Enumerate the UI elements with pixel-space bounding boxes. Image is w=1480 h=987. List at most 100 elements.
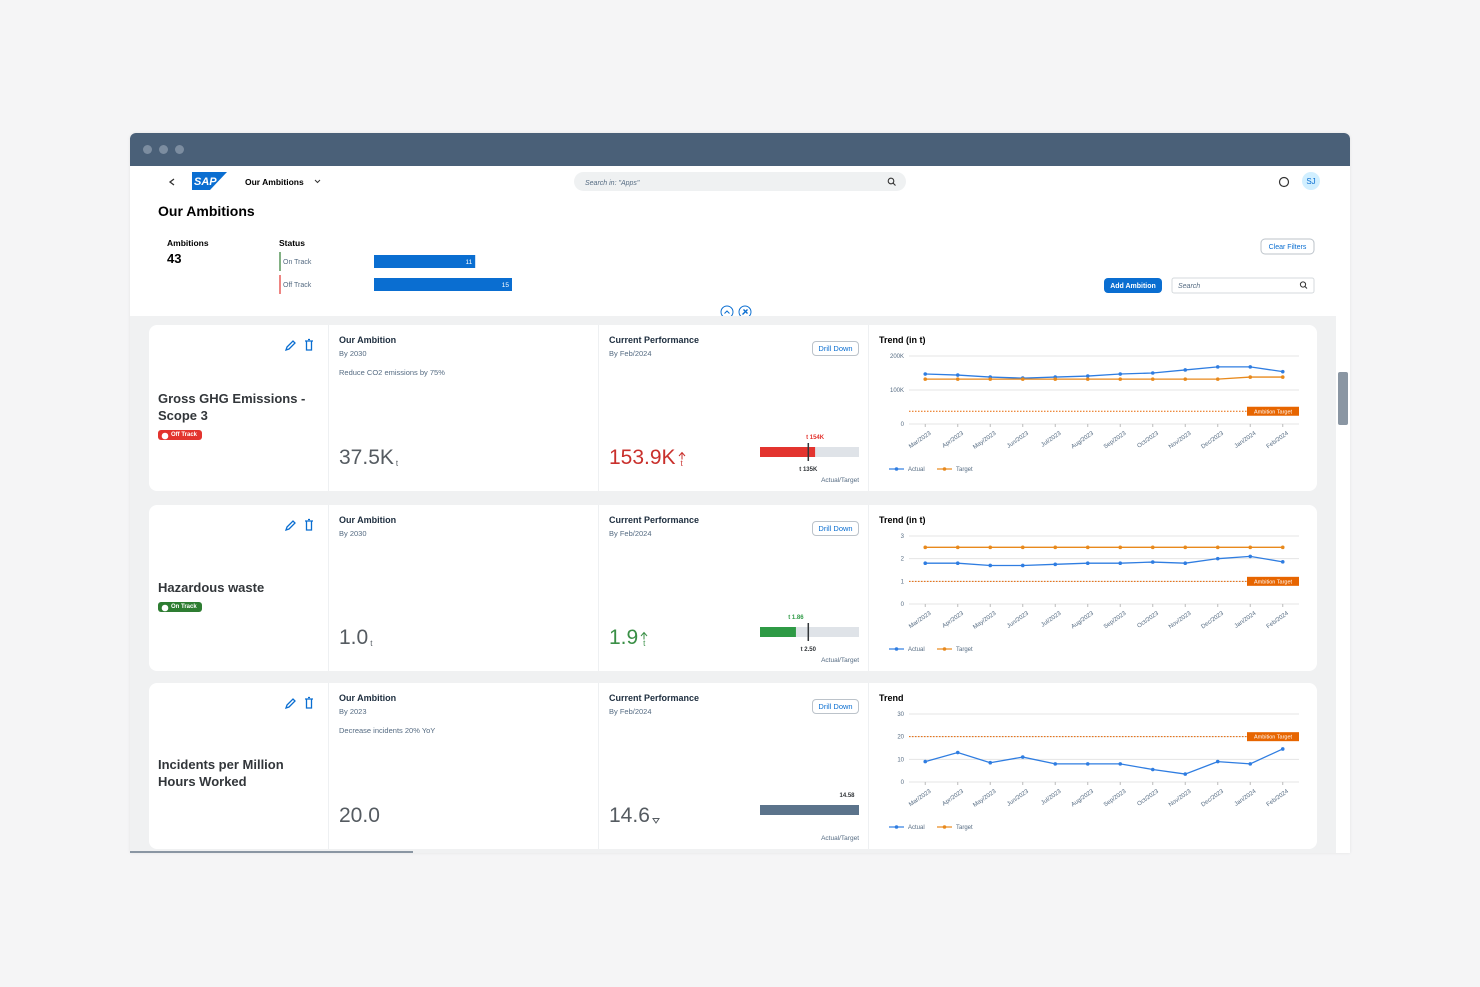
legend-dot (942, 825, 947, 829)
scrollbar-thumb[interactable] (1338, 372, 1348, 425)
x-tick-label: Jan/2024 (1234, 788, 1258, 807)
series-point (923, 377, 928, 381)
performance-label: Current Performance (609, 693, 700, 703)
avatar[interactable] (1302, 172, 1320, 190)
edit-icon[interactable] (284, 520, 296, 532)
help-icon[interactable] (1278, 176, 1290, 188)
delete-icon[interactable] (305, 518, 313, 531)
ambition-label: Our Ambition (339, 693, 397, 703)
trend-indicator (651, 817, 660, 826)
x-tick-label: Mar/2023 (908, 788, 933, 808)
status-bar (374, 255, 476, 268)
series-point (1183, 377, 1188, 381)
bullet-background (760, 627, 859, 637)
series-point (1280, 747, 1285, 751)
search-icon[interactable] (887, 177, 895, 185)
status-label: Status (279, 238, 305, 248)
trend-indicator: t (678, 451, 686, 468)
search-input[interactable] (1171, 277, 1315, 294)
legend-label: Actual (908, 647, 925, 653)
series-point (1118, 545, 1123, 550)
series-point (1150, 371, 1155, 375)
series-point (1118, 372, 1123, 376)
x-tick-label: Dec/2023 (1200, 610, 1225, 630)
x-tick-label: Sep/2023 (1103, 610, 1128, 630)
drill-down-button[interactable]: Drill Down (812, 521, 859, 536)
x-tick-label: Nov/2023 (1168, 610, 1193, 630)
app-menu-chevron[interactable] (314, 179, 321, 184)
back-button[interactable] (168, 178, 175, 186)
x-tick-label: Feb/2024 (1266, 610, 1291, 630)
collapse-icon (724, 310, 730, 314)
ambition-card: Incidents per Million Hours Worked Our Am… (149, 683, 1317, 849)
bullet-caption: Actual/Target (821, 477, 859, 484)
add-ambition-button[interactable] (1104, 278, 1162, 293)
series-point (923, 759, 928, 764)
sap-logo-text: SAP (194, 176, 217, 188)
x-tick-label: Dec/2023 (1200, 430, 1225, 450)
performance-column: Current Performance By Feb/2024 Drill Down… (598, 505, 868, 671)
y-tick-label: 0 (901, 602, 905, 608)
x-tick-label: Mar/2023 (908, 430, 933, 450)
series-point (1085, 545, 1090, 550)
bullet-actual-bar (760, 627, 796, 637)
app-title[interactable]: Our Ambitions (245, 177, 304, 187)
series-point (1150, 560, 1155, 564)
delete-icon[interactable] (305, 338, 313, 351)
series-point (1183, 561, 1188, 565)
search-input-icon (1304, 286, 1308, 289)
delete-icon[interactable] (305, 696, 313, 709)
performance-column: Current Performance By Feb/2024 Drill Down… (598, 683, 868, 849)
legend-label: Target (956, 467, 973, 473)
y-tick-label: 2 (901, 557, 905, 563)
performance-unit: t (680, 459, 683, 468)
series-point (1280, 375, 1285, 379)
ambition-name: Incidents per Million Hours Worked (158, 757, 284, 789)
trend-arrow (678, 451, 685, 460)
h-scrollbar-thumb[interactable] (130, 851, 413, 853)
x-tick-label: Apr/2023 (942, 610, 966, 629)
x-tick-label: Jan/2024 (1234, 430, 1258, 449)
legend-label: Actual (908, 467, 925, 473)
window-dot (175, 145, 184, 154)
ambition-target-label: Ambition Target (1254, 579, 1293, 585)
edit-icon[interactable] (284, 340, 296, 352)
series-point (955, 750, 960, 755)
x-tick-label: Mar/2023 (908, 610, 933, 630)
edit-icon[interactable] (284, 698, 296, 710)
bullet-actual-bar (760, 447, 816, 457)
series-point (1020, 563, 1025, 568)
series-point (1020, 545, 1025, 550)
trend-title: Trend (in t) (879, 335, 926, 345)
series-point (1248, 554, 1253, 559)
x-tick-label: Oct/2023 (1137, 430, 1161, 449)
x-tick-label: Feb/2024 (1266, 430, 1291, 450)
x-tick-label: May/2023 (972, 430, 998, 450)
status-row-label: On Track (283, 259, 312, 266)
series-point (1280, 545, 1285, 550)
ambition-name: Gross GHG Emissions - Scope 3 (158, 391, 306, 423)
series-point (1020, 377, 1025, 381)
ambition-label: Our Ambition (339, 335, 397, 345)
series-point (1053, 562, 1058, 567)
x-tick-label: Oct/2023 (1137, 610, 1161, 629)
series-point (988, 760, 993, 765)
clear-filters-button[interactable] (1260, 238, 1315, 255)
avatar-initials: SJ (1306, 177, 1315, 186)
ambition-card: Hazardous waste On Track Our Ambition By 20… (149, 505, 1317, 671)
legend-dot (894, 467, 899, 471)
ambition-value: 37.5K (339, 446, 394, 469)
ambition-list: Gross GHG Emissions - Scope 3 Off Track Ou… (130, 316, 1336, 853)
drill-down-button[interactable]: Drill Down (812, 341, 859, 356)
drill-down-button[interactable]: Drill Down (812, 699, 859, 714)
ambition-column: Our Ambition By 2030 1.0 t (328, 505, 598, 671)
series-point (955, 373, 960, 377)
trend-icon (678, 451, 685, 460)
pin-icon (742, 309, 748, 315)
x-tick-label: Sep/2023 (1103, 430, 1128, 450)
ambition-column: Our Ambition By 2030 Reduce CO2 emissions … (328, 325, 598, 491)
search-bar[interactable] (574, 172, 906, 191)
scrollbar-track (1338, 201, 1350, 853)
performance-by: By Feb/2024 (609, 707, 652, 716)
